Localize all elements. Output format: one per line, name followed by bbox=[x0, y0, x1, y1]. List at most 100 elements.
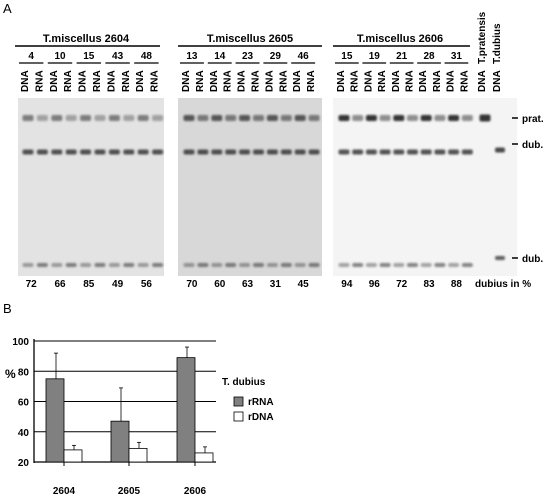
sample-id: 15 bbox=[83, 51, 95, 62]
gel-band bbox=[352, 263, 364, 267]
gel-band bbox=[407, 115, 418, 121]
bar-chart: 20 40 60 80 100 2604 2605 2606 bbox=[12, 337, 216, 497]
gel-band bbox=[152, 263, 164, 267]
gel-band bbox=[51, 149, 63, 155]
gel-band bbox=[36, 263, 48, 267]
dubius-percent: 96 bbox=[369, 279, 381, 290]
gel-band bbox=[379, 115, 391, 121]
species-label-tpratensis: T.pratensis bbox=[477, 11, 488, 64]
dubius-percent: 45 bbox=[298, 279, 310, 290]
lane-label: DNA bbox=[418, 70, 429, 92]
lane-label: DNA bbox=[181, 70, 192, 92]
sample-id: 14 bbox=[214, 51, 226, 62]
gel-band bbox=[225, 263, 237, 267]
gel-band bbox=[36, 115, 48, 121]
sample-id: 21 bbox=[396, 51, 408, 62]
gel-band bbox=[51, 115, 63, 121]
sample-id: 29 bbox=[270, 51, 282, 62]
gel-band bbox=[239, 149, 251, 155]
legend-label-rrna: rRNA bbox=[248, 397, 274, 408]
lane-label: DNA bbox=[292, 70, 303, 92]
gel-band bbox=[420, 263, 432, 267]
lane-label: DNA bbox=[336, 70, 347, 92]
y-axis-unit: % bbox=[5, 367, 16, 381]
gel-band bbox=[365, 149, 377, 155]
gel-band bbox=[420, 149, 432, 155]
sample-id: 13 bbox=[186, 51, 198, 62]
lane-label: RNA bbox=[63, 70, 74, 92]
gel-band bbox=[448, 115, 460, 121]
lane-label: DNA bbox=[492, 70, 503, 92]
dubius-percent: 70 bbox=[186, 279, 198, 290]
gel-band bbox=[434, 263, 446, 267]
lane-label: RNA bbox=[121, 70, 132, 92]
gel-band bbox=[183, 149, 195, 155]
x-tick-label: 2604 bbox=[53, 486, 76, 497]
lane-label: RNA bbox=[278, 70, 289, 92]
band-label-dub-upper: dub. bbox=[522, 140, 543, 151]
gel-band bbox=[461, 263, 473, 267]
gel-band bbox=[183, 263, 195, 267]
gel-band bbox=[22, 263, 34, 267]
lane-label: DNA bbox=[477, 70, 488, 92]
dubius-footer-label: dubius in % bbox=[475, 279, 531, 290]
lane-label: RNA bbox=[459, 70, 470, 92]
gel-band bbox=[94, 149, 106, 155]
bar-rdna-2606 bbox=[194, 452, 214, 463]
gel-band bbox=[266, 263, 278, 267]
lane-label: RNA bbox=[223, 70, 234, 92]
lane-label: RNA bbox=[405, 70, 416, 92]
gel-band bbox=[420, 115, 432, 121]
gel-band bbox=[448, 149, 460, 155]
sample-id: 19 bbox=[369, 51, 381, 62]
lane-label: DNA bbox=[446, 70, 457, 92]
gel-band bbox=[479, 114, 491, 122]
bar-rdna-2605 bbox=[128, 447, 148, 463]
gel-band bbox=[65, 115, 77, 121]
gel-band bbox=[123, 263, 135, 267]
gel-band bbox=[308, 149, 320, 155]
gel-band bbox=[211, 263, 223, 267]
lane-label: DNA bbox=[264, 70, 275, 92]
legend-label-rdna: rDNA bbox=[248, 412, 274, 423]
gel-band bbox=[352, 115, 364, 121]
gel-band bbox=[308, 115, 320, 121]
gel-band bbox=[123, 115, 135, 121]
group-title-3: T.miscellus 2606 bbox=[357, 33, 443, 45]
gel-band bbox=[22, 149, 34, 155]
gel-band bbox=[152, 115, 164, 121]
dubius-percent: 85 bbox=[83, 279, 95, 290]
sample-id: 46 bbox=[298, 51, 310, 62]
gel-band bbox=[65, 263, 77, 267]
sample-id: 4 bbox=[28, 51, 34, 62]
gel-band bbox=[294, 263, 306, 267]
gel-band bbox=[51, 263, 63, 267]
gel-band bbox=[94, 115, 106, 121]
gel-band bbox=[379, 263, 391, 267]
lane-label: DNA bbox=[391, 70, 402, 92]
gel-band bbox=[308, 263, 320, 267]
gel-band bbox=[407, 263, 418, 267]
dubius-percent: 72 bbox=[396, 279, 408, 290]
gel-band bbox=[137, 149, 149, 155]
dubius-percent: 49 bbox=[112, 279, 124, 290]
lane-label: DNA bbox=[20, 70, 31, 92]
lane-label: RNA bbox=[306, 70, 317, 92]
panel-a-label: A bbox=[3, 1, 12, 16]
bar-rdna-2604 bbox=[63, 449, 83, 463]
gel-band bbox=[253, 263, 264, 267]
gel-band bbox=[225, 115, 237, 121]
lane-label: DNA bbox=[135, 70, 146, 92]
dubius-percent: 94 bbox=[341, 279, 353, 290]
gel-band bbox=[123, 149, 135, 155]
gel-band bbox=[266, 149, 278, 155]
gel-band bbox=[393, 115, 405, 121]
lane-label: RNA bbox=[34, 70, 45, 92]
sample-id: 10 bbox=[54, 51, 66, 62]
y-tick-label: 60 bbox=[18, 398, 30, 409]
dubius-percent: 66 bbox=[54, 279, 66, 290]
gel-band bbox=[152, 149, 164, 155]
group-title-1: T.miscellus 2604 bbox=[43, 33, 130, 45]
gel-band bbox=[183, 115, 195, 121]
